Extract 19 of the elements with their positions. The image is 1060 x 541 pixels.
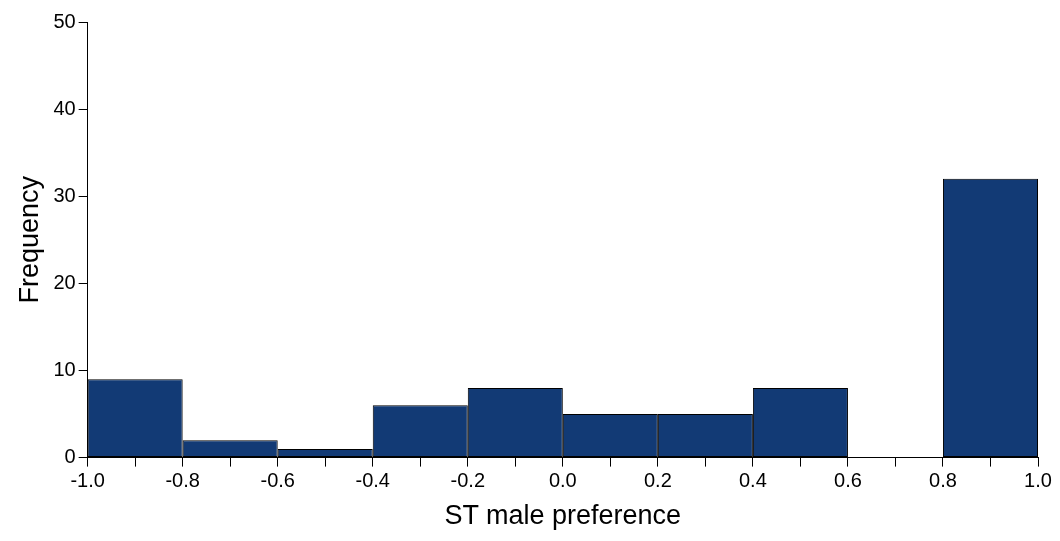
y-tick-label: 20: [53, 270, 76, 293]
x-axis-title: ST male preference: [444, 500, 682, 531]
y-tick-label: 50: [53, 9, 76, 32]
x-tick-label: 1.0: [1024, 469, 1052, 492]
x-tick-label: 0.4: [738, 469, 767, 492]
x-tick-label: -0.4: [355, 469, 390, 492]
y-tick-label: 30: [53, 183, 76, 206]
x-tick-label: -0.8: [165, 469, 200, 492]
x-tick-label: 0.2: [643, 469, 672, 492]
y-axis-title: Frequency: [13, 175, 44, 304]
x-tick-label: -0.2: [450, 469, 486, 492]
x-tick-label: 0.8: [929, 469, 957, 492]
y-tick-label: 40: [53, 96, 76, 119]
y-tick-label: 0: [64, 445, 76, 468]
x-tick-label: 0.0: [548, 469, 577, 492]
x-tick-label: -0.6: [260, 469, 295, 492]
y-tick-label: 10: [53, 358, 76, 380]
x-tick-label: 0.6: [834, 469, 862, 492]
x-tick-label: -1.0: [70, 469, 105, 492]
